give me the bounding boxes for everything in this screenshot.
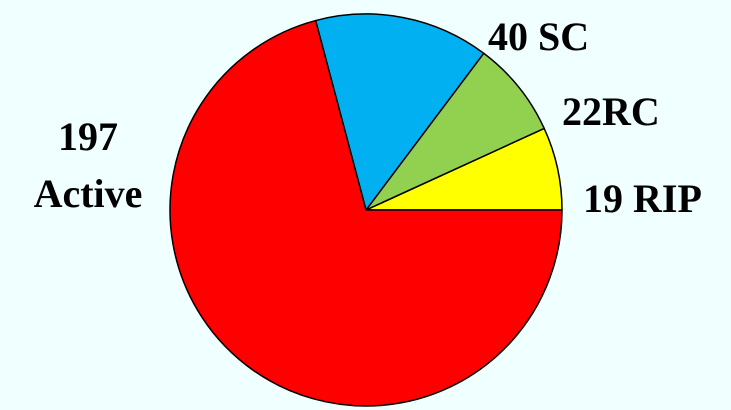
pie-label-19-rip: 19 RIP	[583, 176, 702, 221]
pie-labels: 19 RIP 22RC 40 SC 197 Active	[34, 14, 702, 221]
pie-label-40-sc: 40 SC	[488, 14, 589, 59]
pie-slice-22rc	[365, 52, 545, 211]
pie-label-197-active: 197 Active	[34, 114, 143, 216]
pie-label-line: 19 RIP	[583, 176, 702, 221]
pie-label-line: 197	[58, 114, 118, 159]
pie-label-22rc: 22RC	[562, 89, 660, 134]
pie-slice-197-active	[169, 19, 563, 407]
pie-label-line: Active	[34, 171, 143, 216]
pie-slice-40-sc	[314, 13, 485, 211]
pie-label-line: 22RC	[562, 89, 660, 134]
pie-label-line: 40 SC	[488, 14, 589, 59]
pie-slices	[169, 13, 563, 407]
